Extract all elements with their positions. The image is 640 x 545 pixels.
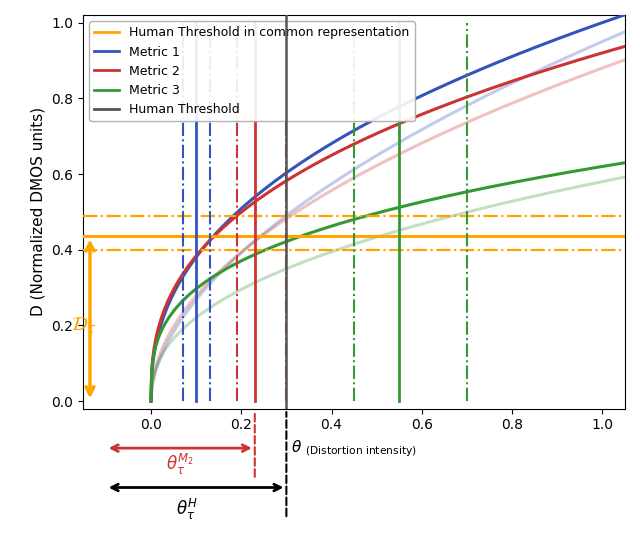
Metric 3: [147, 398, 155, 404]
Metric 2: [362, 135, 369, 142]
Metric 3: [621, 160, 629, 166]
Metric 1: [463, 72, 471, 78]
Metric 2: [269, 186, 276, 193]
Metric 3: [426, 197, 434, 203]
Line: Metric 2: Metric 2: [151, 46, 625, 401]
Metric 3: [504, 180, 512, 187]
X-axis label: $\theta$ $\mathregular{_{(Distortion\ intensity)}}$: $\theta$ $\mathregular{_{(Distortion\ in…: [291, 438, 417, 459]
Line: Metric 1: Metric 1: [151, 15, 625, 401]
Metric 2: [231, 214, 239, 221]
Text: $\mathcal{D}_\tau$: $\mathcal{D}_\tau$: [71, 316, 97, 336]
Metric 2: [621, 43, 629, 50]
Metric 2: [504, 80, 512, 86]
Metric 1: [426, 88, 434, 95]
Text: $\theta_\tau^{M_2}$: $\theta_\tau^{M_2}$: [166, 452, 194, 477]
Metric 3: [362, 213, 369, 220]
Metric 2: [147, 398, 155, 404]
Metric 1: [231, 211, 239, 217]
Metric 1: [147, 398, 155, 404]
Line: Metric 3: Metric 3: [151, 163, 625, 401]
Y-axis label: D (Normalized DMOS units): D (Normalized DMOS units): [31, 107, 46, 317]
Metric 1: [269, 179, 276, 186]
Metric 2: [426, 108, 434, 114]
Legend: Human Threshold in common representation, Metric 1, Metric 2, Metric 3, Human Th: Human Threshold in common representation…: [90, 21, 415, 121]
Metric 3: [269, 244, 276, 250]
Metric 3: [231, 261, 239, 268]
Metric 1: [504, 55, 512, 62]
Metric 2: [463, 94, 471, 100]
Metric 1: [362, 121, 369, 128]
Metric 1: [621, 11, 629, 18]
Metric 3: [463, 189, 471, 195]
Text: $\theta_\tau^{H}$: $\theta_\tau^{H}$: [176, 497, 198, 522]
